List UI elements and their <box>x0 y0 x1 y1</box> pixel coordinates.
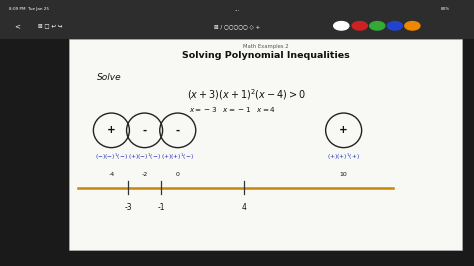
Text: ...: ... <box>234 7 240 12</box>
Text: 4: 4 <box>242 203 246 213</box>
Text: +: + <box>339 125 348 135</box>
FancyBboxPatch shape <box>0 0 474 39</box>
Text: 8:09 PM  Tue Jan 25: 8:09 PM Tue Jan 25 <box>9 7 49 11</box>
Circle shape <box>405 22 420 30</box>
Text: $(+)(-)^1(-)$: $(+)(-)^1(-)$ <box>128 152 161 162</box>
Text: $x = -3 \quad x = -1 \quad x = 4$: $x = -3 \quad x = -1 \quad x = 4$ <box>189 105 276 114</box>
Circle shape <box>370 22 385 30</box>
Text: Solving Polynomial Inequalities: Solving Polynomial Inequalities <box>182 51 349 60</box>
Text: $(-)(-)^1(-)$: $(-)(-)^1(-)$ <box>95 152 128 162</box>
Circle shape <box>387 22 402 30</box>
Text: <: < <box>14 24 20 30</box>
Text: ⊠ □ ↩ ↪: ⊠ □ ↩ ↪ <box>38 24 62 29</box>
Circle shape <box>352 22 367 30</box>
Text: -: - <box>176 125 180 135</box>
Text: 10: 10 <box>340 172 347 177</box>
Text: Math Examples 2: Math Examples 2 <box>243 44 288 49</box>
Text: -: - <box>143 125 146 135</box>
Text: +: + <box>107 125 116 135</box>
Text: 0: 0 <box>176 172 180 177</box>
Text: -2: -2 <box>141 172 148 177</box>
Text: -4: -4 <box>108 172 115 177</box>
Text: -3: -3 <box>124 203 132 213</box>
Text: $(+)(+)^1(-)$: $(+)(+)^1(-)$ <box>161 152 194 162</box>
Text: 80%: 80% <box>441 7 450 11</box>
Circle shape <box>334 22 349 30</box>
Text: Solve: Solve <box>97 73 122 82</box>
Text: $(+)(+)^1(+)$: $(+)(+)^1(+)$ <box>327 152 360 162</box>
FancyBboxPatch shape <box>69 39 462 250</box>
Text: -1: -1 <box>157 203 165 213</box>
Text: $(x + 3)(x + 1)^{2}(x - 4) > 0$: $(x + 3)(x + 1)^{2}(x - 4) > 0$ <box>187 87 306 102</box>
Text: ⊠ / ○○○○○ ◇ +: ⊠ / ○○○○○ ◇ + <box>214 24 260 29</box>
